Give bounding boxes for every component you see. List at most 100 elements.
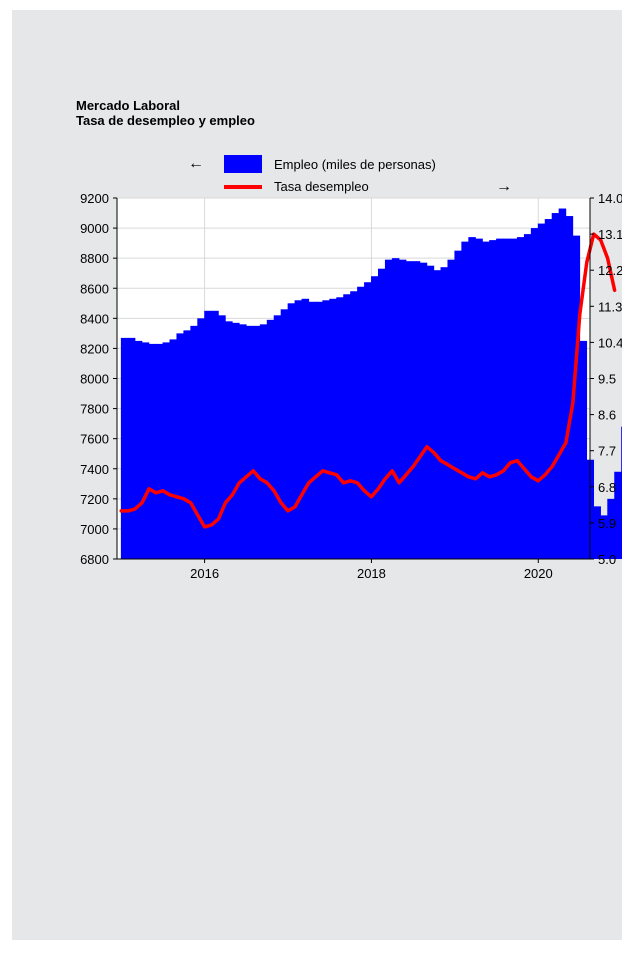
chart-title-line-1: Mercado Laboral [76,98,180,113]
chart: Mercado Laboral Tasa de desempleo y empl… [76,98,622,581]
empleo-bar [461,241,469,559]
empleo-bar [197,318,205,559]
empleo-bar [308,301,317,559]
x-tick-label: 2016 [190,566,219,581]
chart-panel: Mercado Laboral Tasa de desempleo y empl… [12,10,622,940]
legend-label-desempleo: Tasa desempleo [274,179,369,194]
empleo-bar [343,294,351,559]
right-tick-label: 5.9 [598,516,616,531]
empleo-bar [614,471,622,559]
empleo-bar [266,319,275,559]
empleo-bar [259,324,268,559]
right-tick-label: 6.8 [598,480,616,495]
empleo-bar [141,342,150,559]
empleo-bar [364,282,372,559]
empleo-bar [148,343,157,559]
empleo-bar [565,216,574,560]
empleo-bar [419,262,428,559]
empleo-bar [607,498,615,559]
empleo-bar [391,258,400,559]
empleo-bar [426,265,435,559]
empleo-bar [621,426,622,559]
empleo-bar [371,276,379,559]
left-tick-label: 7000 [80,522,109,537]
empleo-bar [232,322,240,559]
empleo-bar [579,340,588,559]
legend-label-empleo: Empleo (miles de personas) [274,157,436,172]
empleo-bar [245,325,254,559]
empleo-bar [412,261,421,559]
empleo-bar [357,286,365,559]
empleo-bar [350,291,358,559]
empleo-bar [225,321,233,559]
empleo-bar [544,219,553,559]
legend: ← Empleo (miles de personas) Tasa desemp… [188,155,512,195]
right-tick-label: 9.5 [598,372,616,387]
legend-swatch-empleo [224,155,262,173]
empleo-bar [447,259,456,559]
right-axis-ticks: 14.0 13.1 12.2 11.3 10.4 9.5 8.6 7.7 6.8 5.9 5.0 [590,191,622,567]
left-axis-ticks: 9200 9000 8800 8600 8400 8200 8000 7800 7600 7400… [80,191,117,567]
right-tick-label: 12.2 [598,263,622,278]
empleo-bar [600,515,608,559]
left-tick-label: 8200 [80,341,109,356]
chart-title-line-2: Tasa de desempleo y empleo [76,113,255,128]
empleo-bar [322,300,330,559]
empleo-bar [134,340,143,559]
empleo-bar [120,337,129,559]
empleo-bar [530,228,539,560]
desempleo-line [119,232,617,529]
empleo-bar [516,237,525,559]
empleo-bar [551,213,560,559]
empleo-bar [239,324,247,559]
empleo-bar [294,300,303,559]
empleo-bar [440,267,449,559]
empleo-bar [405,261,414,559]
empleo-bar [287,303,296,559]
empleo-bar [252,325,261,559]
right-tick-label: 14.0 [598,191,622,206]
empleo-bar [183,330,191,559]
empleo-bar [336,297,344,559]
right-tick-label: 5.0 [598,552,616,567]
empleo-bar [496,238,504,560]
empleo-bar [280,309,289,559]
legend-swatch-desempleo [224,185,262,189]
empleo-bar [537,223,546,559]
left-tick-label: 8000 [80,372,109,387]
empleo-bar [523,234,532,559]
empleo-bar [593,506,601,559]
empleo-bar [482,241,490,559]
empleo-bar [155,343,164,559]
x-tick-label: 2018 [357,566,386,581]
empleo-bar [329,298,337,559]
empleo-bar [510,238,518,560]
empleo-bar [572,235,581,559]
left-tick-label: 9200 [80,191,109,206]
right-tick-label: 10.4 [598,335,622,350]
empleo-bar [315,301,323,559]
left-tick-label: 9000 [80,221,109,236]
right-tick-label: 8.6 [598,408,616,423]
left-tick-label: 7200 [80,492,109,507]
empleo-bar [558,208,567,559]
empleo-bar [503,238,511,560]
left-tick-label: 6800 [80,552,109,567]
empleo-bar [176,333,185,559]
empleo-bar [433,270,442,559]
empleo-bar [190,325,198,559]
left-tick-label: 8800 [80,251,109,266]
right-tick-label: 11.3 [598,299,622,314]
x-axis-ticks: 2016 2018 2020 [190,559,553,581]
empleo-bar [384,259,393,559]
empleo-bar [211,310,219,559]
empleo-bar [169,339,178,559]
empleo-bar [218,315,226,559]
empleo-bar [273,315,282,559]
right-axis-arrow: → [496,178,512,195]
left-tick-label: 8600 [80,281,109,296]
desempleo-line-group [119,232,617,529]
left-tick-label: 8400 [80,311,109,326]
left-axis-arrow: ← [188,155,204,172]
right-tick-label: 13.1 [598,227,622,242]
